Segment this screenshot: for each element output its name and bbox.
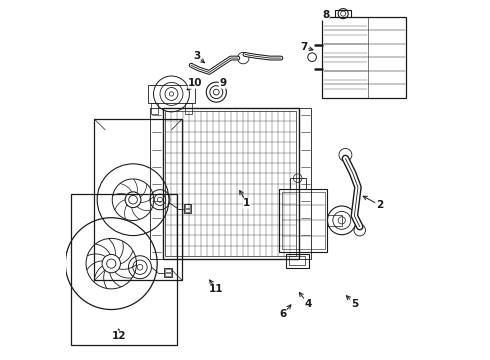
- Bar: [164, 268, 172, 277]
- Text: 11: 11: [209, 284, 223, 294]
- Circle shape: [102, 255, 121, 273]
- Bar: [166, 269, 171, 272]
- Text: 4: 4: [304, 299, 312, 309]
- Bar: [335, 10, 351, 17]
- Text: 10: 10: [188, 78, 203, 88]
- Text: 3: 3: [193, 51, 200, 61]
- Text: 2: 2: [376, 200, 383, 210]
- Bar: [290, 178, 306, 189]
- Bar: [71, 194, 177, 345]
- Bar: [163, 108, 299, 259]
- Circle shape: [125, 192, 141, 208]
- Text: 12: 12: [112, 331, 126, 341]
- Bar: [289, 256, 305, 265]
- Bar: [166, 273, 171, 276]
- Text: 5: 5: [351, 299, 358, 309]
- Text: 1: 1: [243, 198, 250, 208]
- Bar: [279, 189, 327, 252]
- Text: 9: 9: [219, 78, 226, 88]
- Bar: [185, 103, 192, 114]
- Bar: [322, 17, 406, 98]
- Bar: [185, 204, 190, 208]
- Bar: [327, 215, 342, 226]
- Text: 6: 6: [279, 310, 286, 319]
- Bar: [151, 103, 158, 114]
- Bar: [185, 209, 190, 212]
- Bar: [299, 108, 311, 259]
- Bar: [95, 119, 182, 280]
- Bar: [166, 111, 296, 256]
- Bar: [282, 192, 324, 249]
- Bar: [184, 204, 191, 213]
- Bar: [150, 108, 163, 259]
- Bar: [286, 253, 309, 268]
- Bar: [148, 85, 195, 103]
- Text: 8: 8: [322, 10, 329, 20]
- Text: 7: 7: [300, 42, 308, 52]
